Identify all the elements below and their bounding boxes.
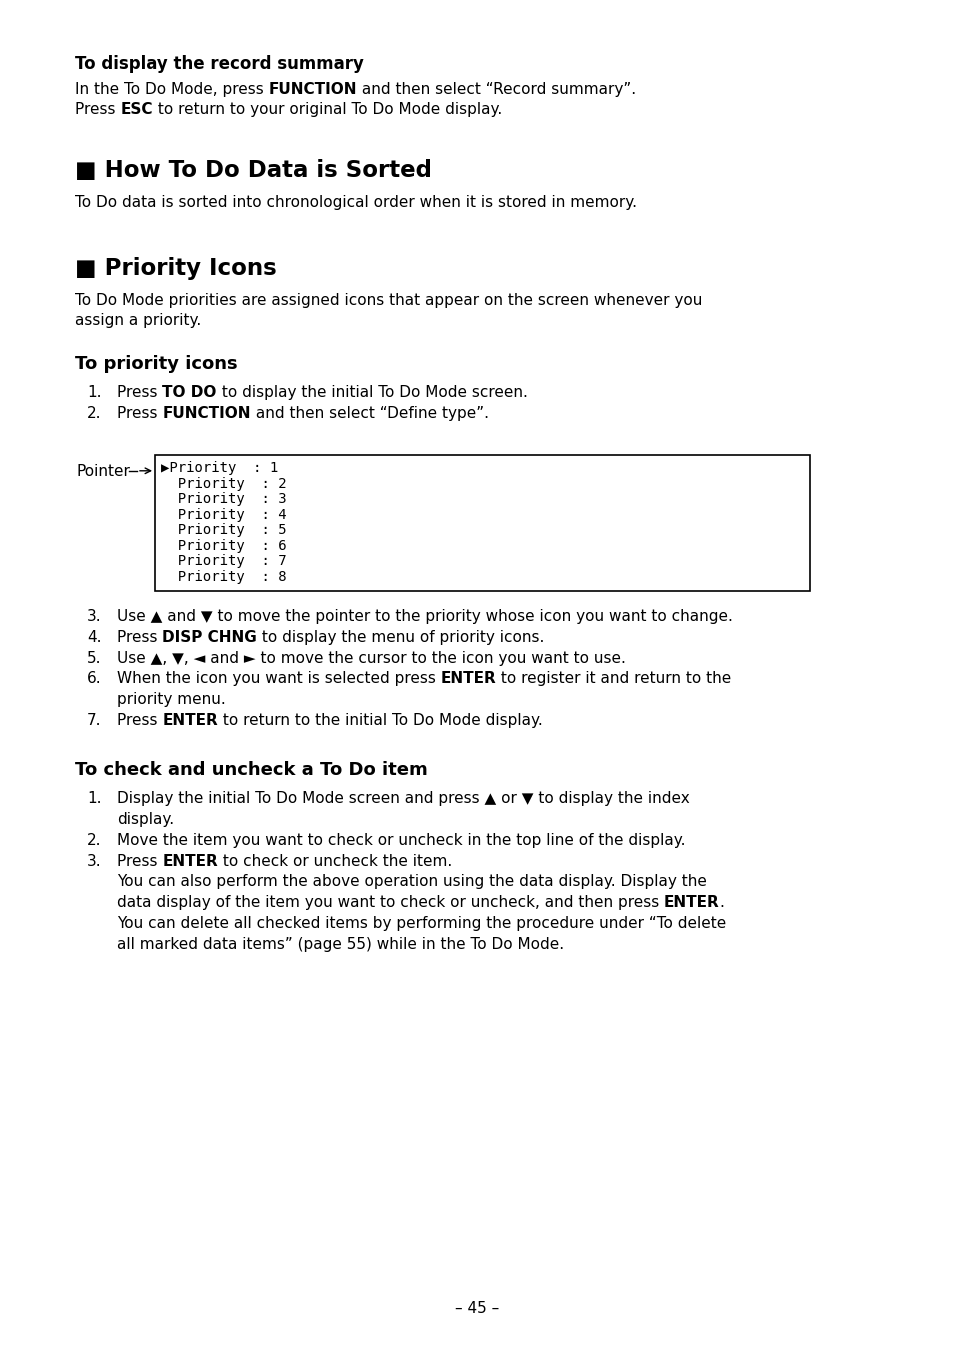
Text: and then select “Record summary”.: and then select “Record summary”. xyxy=(356,82,636,97)
Text: Move the item you want to check or uncheck in the top line of the display.: Move the item you want to check or unche… xyxy=(117,833,685,848)
Text: ENTER: ENTER xyxy=(663,895,720,910)
Text: ENTER: ENTER xyxy=(440,672,496,686)
Text: Priority  : 3: Priority : 3 xyxy=(161,493,286,506)
Text: and then select “Define type”.: and then select “Define type”. xyxy=(251,405,488,421)
Text: to display the initial To Do Mode screen.: to display the initial To Do Mode screen… xyxy=(216,385,527,400)
Text: ■ How To Do Data is Sorted: ■ How To Do Data is Sorted xyxy=(75,159,432,182)
Text: 1.: 1. xyxy=(87,791,101,806)
Text: TO DO: TO DO xyxy=(162,385,216,400)
Text: DISP CHNG: DISP CHNG xyxy=(162,630,257,645)
Text: priority menu.: priority menu. xyxy=(117,692,226,707)
Text: Priority  : 5: Priority : 5 xyxy=(161,524,286,537)
Text: all marked data items” (page 55) while in the To Do Mode.: all marked data items” (page 55) while i… xyxy=(117,937,563,952)
Text: FUNCTION: FUNCTION xyxy=(269,82,356,97)
Text: Press: Press xyxy=(75,101,120,117)
Text: ENTER: ENTER xyxy=(162,853,218,868)
Text: to return to the initial To Do Mode display.: to return to the initial To Do Mode disp… xyxy=(218,713,542,728)
Text: In the To Do Mode, press: In the To Do Mode, press xyxy=(75,82,269,97)
Text: Display the initial To Do Mode screen and press ▲ or ▼ to display the index: Display the initial To Do Mode screen an… xyxy=(117,791,689,806)
Text: 3.: 3. xyxy=(87,608,102,625)
Text: FUNCTION: FUNCTION xyxy=(162,405,251,421)
Text: To check and uncheck a To Do item: To check and uncheck a To Do item xyxy=(75,762,427,779)
Text: ▶Priority  : 1: ▶Priority : 1 xyxy=(161,462,278,475)
Text: – 45 –: – 45 – xyxy=(455,1302,498,1316)
Text: Pointer: Pointer xyxy=(77,464,131,479)
Text: To display the record summary: To display the record summary xyxy=(75,55,363,73)
Text: Use ▲ and ▼ to move the pointer to the priority whose icon you want to change.: Use ▲ and ▼ to move the pointer to the p… xyxy=(117,608,732,625)
Text: display.: display. xyxy=(117,812,174,828)
Text: .: . xyxy=(720,895,724,910)
Text: to return to your original To Do Mode display.: to return to your original To Do Mode di… xyxy=(152,101,501,117)
Text: 2.: 2. xyxy=(87,833,101,848)
Text: Priority  : 4: Priority : 4 xyxy=(161,507,286,521)
Text: 4.: 4. xyxy=(87,630,101,645)
Bar xyxy=(154,455,809,591)
Text: Press: Press xyxy=(117,630,162,645)
Text: Priority  : 2: Priority : 2 xyxy=(161,476,286,490)
Text: Priority  : 6: Priority : 6 xyxy=(161,538,286,553)
Text: Press: Press xyxy=(117,853,162,868)
Text: You can also perform the above operation using the data display. Display the: You can also perform the above operation… xyxy=(117,875,706,890)
Text: 5.: 5. xyxy=(87,650,101,665)
Text: ■ Priority Icons: ■ Priority Icons xyxy=(75,257,276,280)
Text: Press: Press xyxy=(117,385,162,400)
Text: assign a priority.: assign a priority. xyxy=(75,314,201,328)
Text: to check or uncheck the item.: to check or uncheck the item. xyxy=(218,853,452,868)
Text: To Do data is sorted into chronological order when it is stored in memory.: To Do data is sorted into chronological … xyxy=(75,195,637,210)
Text: When the icon you want is selected press: When the icon you want is selected press xyxy=(117,672,440,686)
Text: Press: Press xyxy=(117,405,162,421)
Text: 2.: 2. xyxy=(87,405,101,421)
Text: data display of the item you want to check or uncheck, and then press: data display of the item you want to che… xyxy=(117,895,663,910)
Text: 1.: 1. xyxy=(87,385,101,400)
Text: to register it and return to the: to register it and return to the xyxy=(496,672,731,686)
Text: You can delete all checked items by performing the procedure under “To delete: You can delete all checked items by perf… xyxy=(117,915,725,931)
Text: ENTER: ENTER xyxy=(162,713,218,728)
Text: to display the menu of priority icons.: to display the menu of priority icons. xyxy=(257,630,544,645)
Text: ESC: ESC xyxy=(120,101,152,117)
Text: Use ▲, ▼, ◄ and ► to move the cursor to the icon you want to use.: Use ▲, ▼, ◄ and ► to move the cursor to … xyxy=(117,650,625,665)
Text: 6.: 6. xyxy=(87,672,102,686)
Text: To Do Mode priorities are assigned icons that appear on the screen whenever you: To Do Mode priorities are assigned icons… xyxy=(75,293,701,308)
Text: Press: Press xyxy=(117,713,162,728)
Text: 7.: 7. xyxy=(87,713,101,728)
Text: Priority  : 8: Priority : 8 xyxy=(161,569,286,584)
Text: To priority icons: To priority icons xyxy=(75,354,237,373)
Text: Priority  : 7: Priority : 7 xyxy=(161,555,286,568)
Text: 3.: 3. xyxy=(87,853,102,868)
